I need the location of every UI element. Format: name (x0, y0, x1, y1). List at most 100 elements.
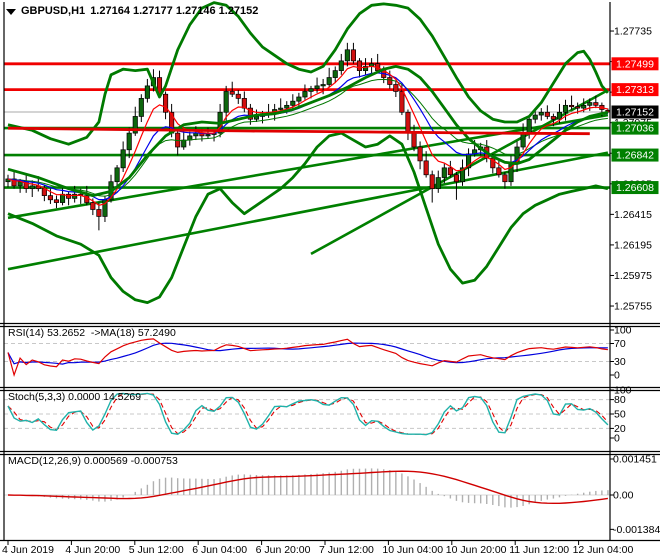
upper-band-line (7, 1, 609, 146)
support-badge (611, 121, 659, 135)
candle-body (181, 139, 187, 148)
time-tick-label: 10 Jun 20:00 (446, 544, 507, 556)
rsi-tick-label: 70 (614, 338, 626, 350)
flat-red-ma-line (7, 126, 590, 136)
candle-body (447, 167, 453, 176)
time-tick-label: 12 Jun 04:00 (573, 544, 634, 556)
candle-body (581, 104, 587, 109)
moving-average-line (7, 392, 609, 436)
time-tick-label: 7 Jun 12:00 (319, 544, 374, 556)
chart-title: GBPUSD,H1 1.27164 1.27177 1.27146 1.2715… (6, 5, 258, 17)
candle-body (411, 132, 417, 148)
candle-body (350, 49, 356, 62)
candle-body (496, 167, 502, 176)
lower-band-line (7, 131, 609, 305)
candle-body (556, 111, 563, 120)
time-tick-label: 4 Jun 2019 (2, 544, 54, 556)
time-tick-label: 11 Jun 12:00 (509, 544, 569, 556)
candle-body (308, 88, 314, 92)
candle-body (520, 132, 526, 148)
candle-body (72, 193, 78, 199)
candle-body (126, 132, 132, 151)
candle-body (90, 202, 96, 210)
time-tick-label: 5 Jun 12:00 (129, 544, 184, 556)
macd-tick-label: -0.001384 (613, 524, 660, 536)
moving-average-line (7, 72, 608, 201)
support-badge-text: 1.26842 (616, 150, 654, 162)
candle-body (417, 146, 423, 162)
ohlc-quotes: 1.27164 1.27177 1.27146 1.27152 (90, 5, 259, 17)
candle-body (344, 49, 350, 62)
candle-body (550, 116, 556, 120)
candle-body (393, 84, 399, 92)
candle-body (593, 102, 599, 106)
candle-body (205, 134, 211, 137)
candle-body (11, 178, 17, 187)
candle-body (387, 77, 393, 85)
candle-body (284, 104, 290, 109)
candle-body (362, 66, 369, 71)
candle-body (247, 107, 253, 120)
candle-body (138, 98, 144, 117)
stoch-indicator-label: Stoch(5,3,3) 0.0000 14.5269 (8, 391, 142, 403)
current-price-badge (611, 105, 659, 119)
candle-body (459, 167, 466, 183)
symbol-name: GBPUSD,H1 (21, 5, 86, 17)
price-tick-label: 1.27735 (614, 26, 652, 38)
resistance-badge (611, 57, 659, 71)
candle-body (120, 149, 126, 169)
rsi-tick-label: 30 (614, 356, 626, 368)
candle-body (587, 102, 593, 106)
candle-body (453, 174, 459, 183)
candle-body (235, 93, 241, 99)
candle-body (241, 98, 247, 109)
stoch-tick-label: 20 (614, 423, 626, 435)
rsi-tick-label: 0 (614, 370, 620, 382)
current-price-badge-text: 1.27152 (616, 107, 654, 119)
candle-body (326, 77, 332, 85)
candle-body (569, 104, 575, 108)
candle-body (278, 107, 284, 110)
rsi-tick-label: 100 (614, 325, 632, 337)
stoch-tick-label: 100 (614, 385, 632, 397)
candle-body (544, 111, 550, 117)
support-badge (611, 148, 659, 162)
stoch-tick-label: 0 (614, 433, 620, 445)
time-tick-label: 6 Jun 20:00 (256, 544, 311, 556)
candle-body (302, 91, 308, 98)
price-tick-label: 1.25755 (614, 301, 652, 313)
candle-body (114, 167, 120, 183)
candle-body (223, 91, 229, 113)
moving-average-line (7, 338, 608, 378)
price-tick-label: 1.26195 (614, 239, 652, 251)
candle-body (429, 174, 435, 190)
candle-body (538, 111, 544, 116)
candle-body (441, 167, 447, 178)
trend-line (7, 151, 609, 271)
trend-line (310, 88, 609, 256)
rsi-indicator-label: RSI(14) 53.2652 ->MA(18) 57.2490 (8, 327, 176, 339)
candle-body (562, 104, 569, 113)
middle-band-line (7, 65, 609, 198)
price-tick-label: 1.26415 (614, 209, 652, 221)
candle-body (193, 132, 199, 137)
candle-body (144, 85, 150, 99)
candle-body (332, 70, 338, 78)
candle-body (526, 118, 532, 134)
candle-body (229, 91, 235, 95)
support-badge (611, 181, 659, 195)
moving-average-line (7, 65, 609, 206)
symbol-dropdown-icon[interactable] (6, 9, 16, 15)
candle-body (575, 106, 581, 109)
time-tick-label: 6 Jun 04:00 (192, 544, 247, 556)
candle-body (532, 114, 538, 120)
moving-average-line (7, 470, 609, 504)
macd-indicator-label: MACD(12,26,9) 0.000569 -0.000753 (8, 455, 178, 467)
price-tick-label: 1.25975 (614, 270, 652, 282)
candle-body (320, 84, 326, 87)
candle-body (29, 185, 35, 190)
candle-body (399, 91, 405, 113)
candle-body (53, 199, 60, 203)
candle-body (338, 60, 344, 71)
